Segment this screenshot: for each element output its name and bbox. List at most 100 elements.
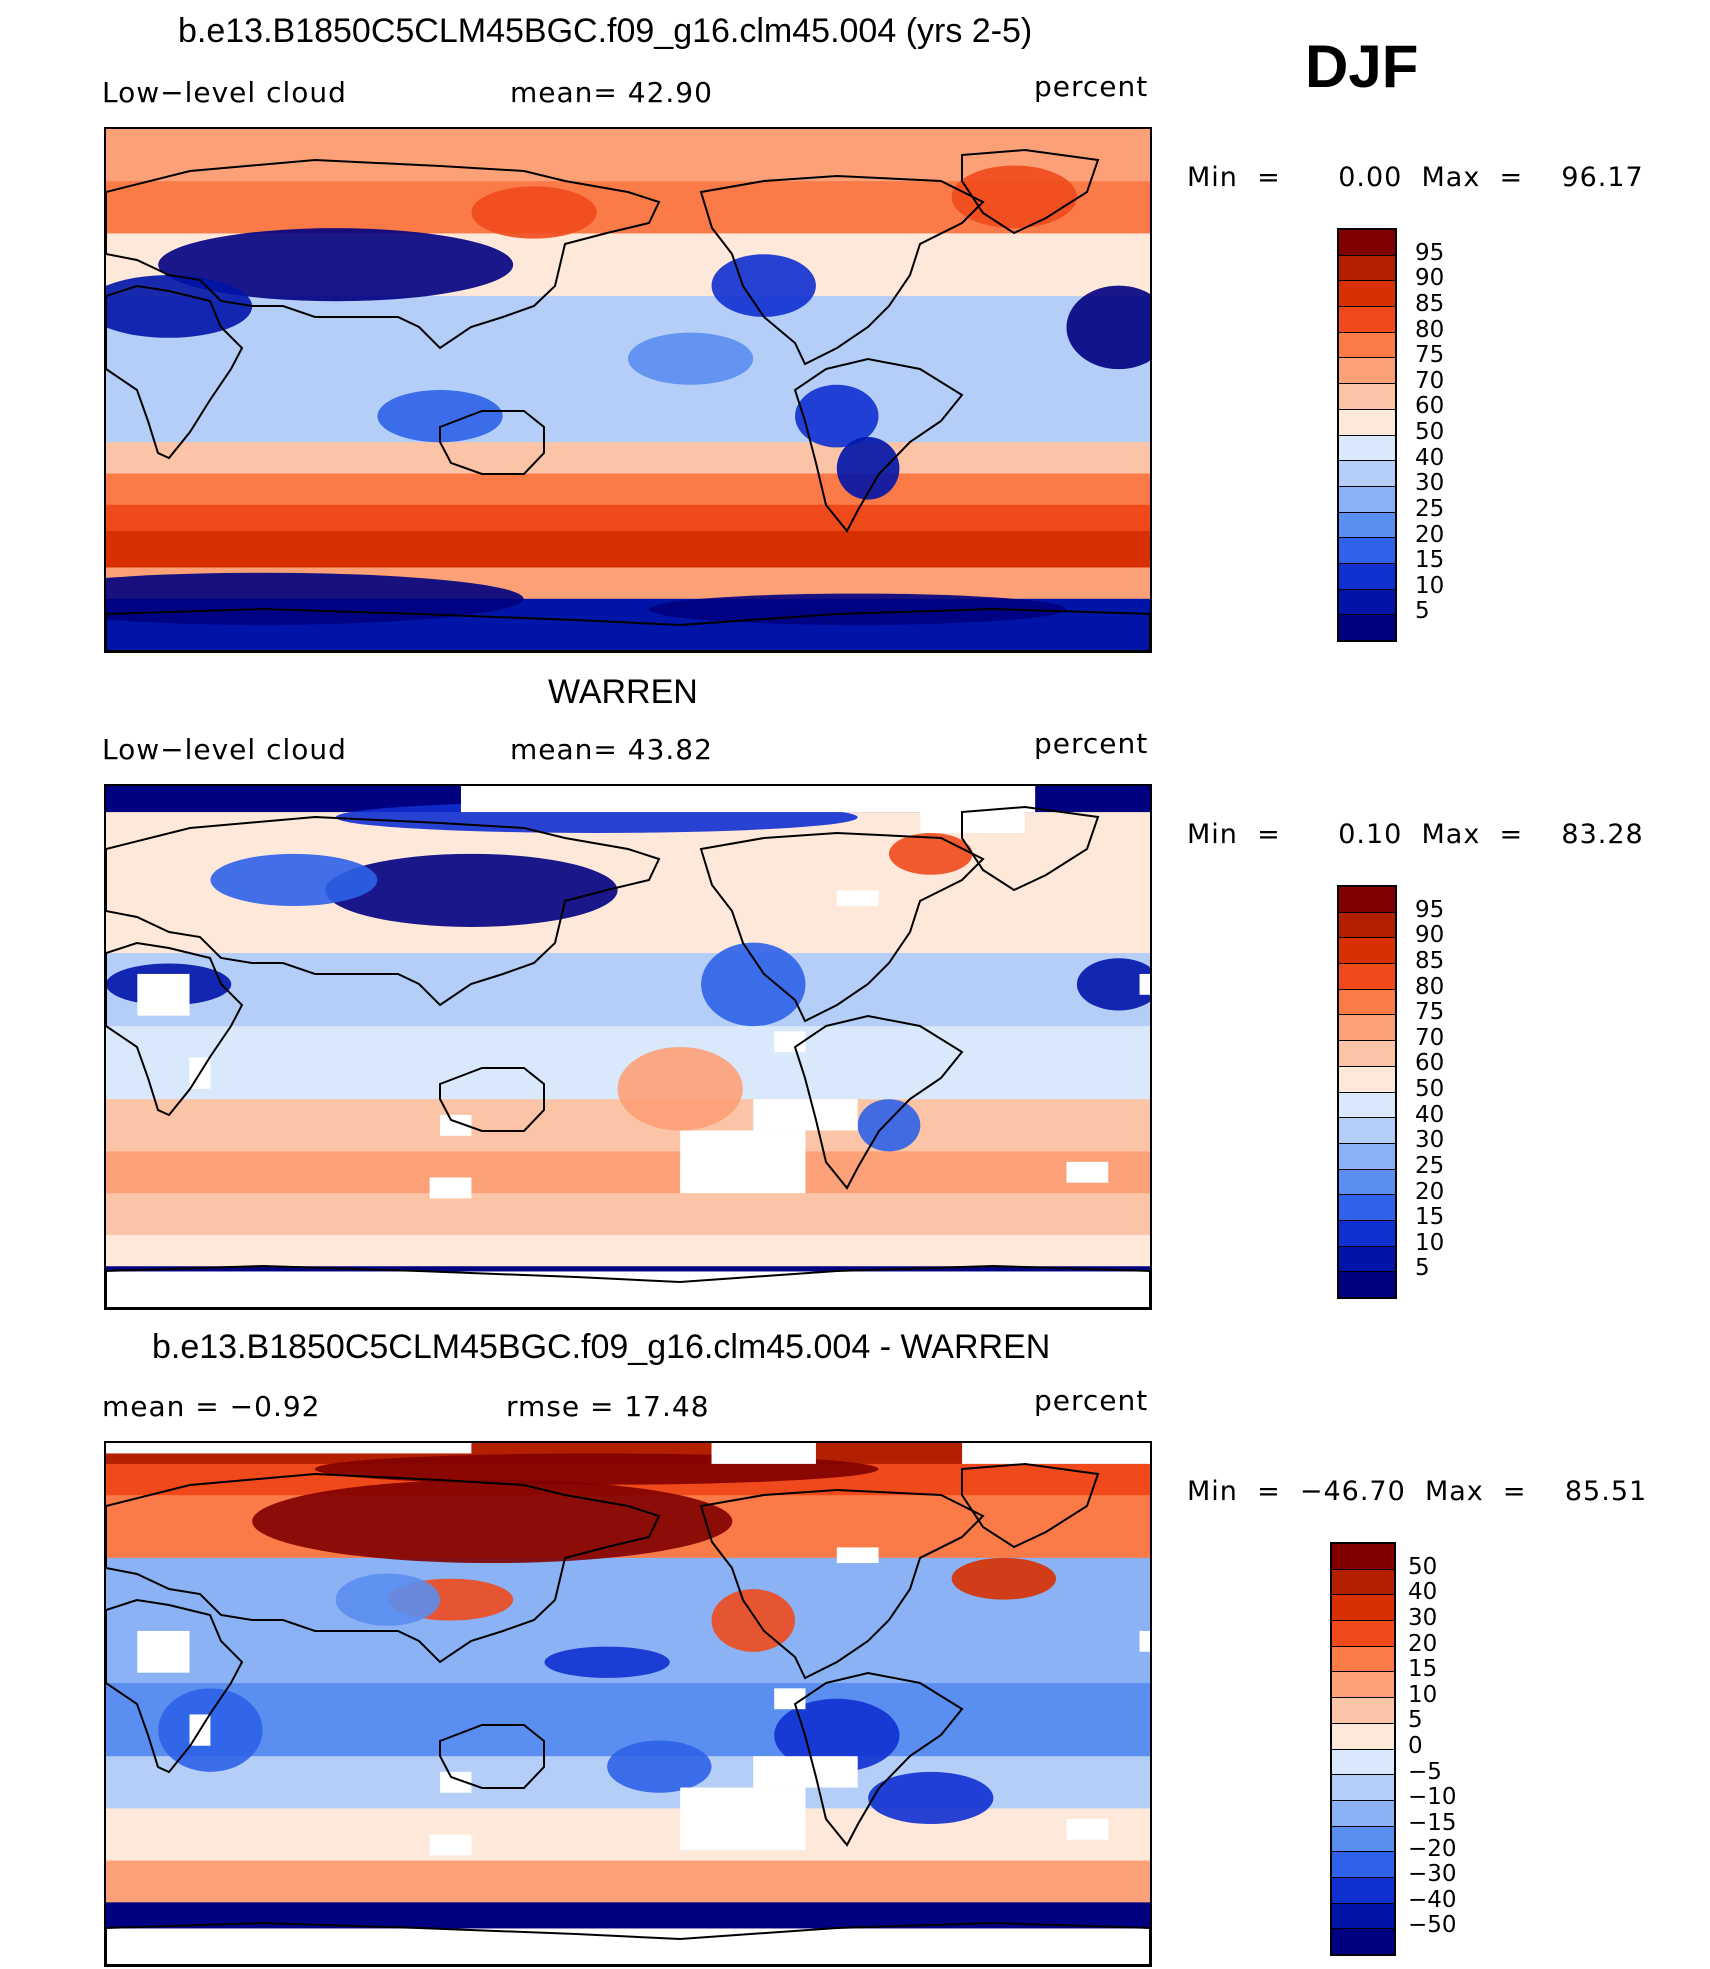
field-feature bbox=[252, 1479, 733, 1564]
coastline-africa bbox=[106, 941, 244, 1117]
panel-2-map bbox=[104, 784, 1152, 1310]
colorbar-segment bbox=[1339, 538, 1395, 564]
colorbar-tick-label: −20 bbox=[1408, 1835, 1457, 1862]
colorbar-tick-label: 70 bbox=[1415, 367, 1445, 394]
season-label: DJF bbox=[1305, 33, 1419, 100]
colorbar-segment bbox=[1339, 887, 1395, 913]
missing-data-patch bbox=[774, 1688, 806, 1710]
colorbar-tick-label: 70 bbox=[1415, 1024, 1445, 1051]
field-feature bbox=[158, 1688, 263, 1772]
panel-1-title: b.e13.B1850C5CLM45BGC.f09_g16.clm45.004 … bbox=[178, 12, 1033, 50]
missing-data-patch bbox=[106, 1928, 1150, 1965]
colorbar-segment bbox=[1339, 307, 1395, 333]
colorbar-segment bbox=[1339, 512, 1395, 539]
colorbar-tick-label: 85 bbox=[1415, 947, 1445, 974]
coastline-greenland bbox=[961, 805, 1100, 892]
colorbar-tick-label: 75 bbox=[1415, 999, 1445, 1026]
field-feature bbox=[617, 1047, 743, 1131]
coastline-australia bbox=[439, 1067, 545, 1132]
panel-2-mean-label: mean= 43.82 bbox=[510, 733, 713, 766]
colorbar-segment bbox=[1339, 1169, 1395, 1196]
colorbar-tick-label: 30 bbox=[1415, 470, 1445, 497]
colorbar-tick-label: 5 bbox=[1415, 598, 1430, 625]
field-feature bbox=[648, 593, 1067, 625]
colorbar-tick-label: 95 bbox=[1415, 239, 1445, 266]
field-band bbox=[106, 442, 1150, 475]
field-band bbox=[106, 504, 1150, 532]
panel-3-mean-label: mean = −0.92 bbox=[102, 1390, 321, 1423]
missing-data-patch bbox=[106, 1271, 1150, 1308]
colorbar-tick-label: 15 bbox=[1415, 1204, 1445, 1231]
colorbar-tick-label: −15 bbox=[1408, 1809, 1457, 1836]
colorbar-segment bbox=[1339, 384, 1395, 410]
missing-data-patch bbox=[1066, 1818, 1109, 1840]
field-feature bbox=[701, 942, 806, 1027]
colorbar-tick-label: 95 bbox=[1415, 896, 1445, 923]
colorbar-segment bbox=[1332, 1621, 1394, 1647]
colorbar-segment bbox=[1339, 332, 1395, 359]
panel-1-variable-label: Low−level cloud bbox=[102, 76, 347, 109]
missing-data-patch bbox=[680, 1818, 733, 1845]
coastline-eurasia bbox=[106, 815, 661, 1007]
field-feature bbox=[210, 853, 378, 907]
panel-2-variable-label: Low−level cloud bbox=[102, 733, 347, 766]
colorbar-segment bbox=[1339, 1015, 1395, 1042]
colorbar-tick-label: 15 bbox=[1408, 1656, 1438, 1683]
colorbar-tick-label: 0 bbox=[1408, 1733, 1423, 1759]
field-band bbox=[106, 1234, 1150, 1268]
map-canvas bbox=[106, 129, 1150, 651]
colorbar-tick-label: −30 bbox=[1408, 1861, 1457, 1888]
colorbar-segment bbox=[1339, 589, 1395, 616]
missing-data-patch bbox=[429, 1177, 472, 1199]
colorbar-segment bbox=[1339, 1272, 1395, 1297]
colorbar-tick-label: 10 bbox=[1408, 1681, 1438, 1708]
missing-data-patch bbox=[137, 973, 190, 1016]
colorbar-segment bbox=[1339, 563, 1395, 590]
missing-data-patch bbox=[440, 1771, 472, 1793]
colorbar-tick-label: −5 bbox=[1408, 1758, 1442, 1785]
colorbar-segment bbox=[1339, 1246, 1395, 1273]
field-feature bbox=[628, 332, 754, 385]
coastline-eurasia bbox=[106, 158, 661, 350]
colorbar-segment bbox=[1332, 1929, 1394, 1954]
field-band bbox=[106, 1193, 1150, 1236]
field-band bbox=[106, 1683, 1150, 1758]
colorbar-tick-label: 75 bbox=[1415, 342, 1445, 369]
missing-data-patch bbox=[137, 1630, 190, 1673]
panel-2-title: WARREN bbox=[548, 673, 698, 711]
colorbar-tick-label: 60 bbox=[1415, 1050, 1445, 1077]
colorbar-tick-label: 10 bbox=[1415, 1229, 1445, 1256]
missing-data-patch bbox=[429, 1834, 472, 1856]
colorbar-tick-label: 90 bbox=[1415, 265, 1445, 292]
map-canvas bbox=[106, 786, 1150, 1308]
colorbar-tick-label: 50 bbox=[1408, 1553, 1438, 1580]
colorbar-segment bbox=[1339, 1195, 1395, 1221]
missing-data-patch bbox=[1066, 1161, 1109, 1183]
colorbar-segment bbox=[1339, 615, 1395, 640]
colorbar-segment bbox=[1339, 255, 1395, 282]
colorbar-segment bbox=[1339, 281, 1395, 308]
panel-2-minmax: Min = 0.10 Max = 83.28 bbox=[1187, 819, 1644, 850]
field-feature bbox=[106, 572, 524, 625]
coastline-namerica bbox=[699, 174, 985, 366]
coastline-samerica bbox=[793, 1014, 964, 1190]
colorbar-segment bbox=[1339, 230, 1395, 256]
missing-data-patch bbox=[711, 1443, 816, 1464]
coastline-africa bbox=[106, 1598, 244, 1774]
panel-3-map bbox=[104, 1441, 1152, 1967]
panel-1-minmax: Min = 0.00 Max = 96.17 bbox=[1187, 162, 1644, 193]
missing-data-patch bbox=[680, 1161, 733, 1188]
coastline-australia bbox=[439, 1724, 545, 1789]
colorbar-tick-label: 40 bbox=[1408, 1579, 1438, 1606]
colorbar-tick-label: 5 bbox=[1408, 1707, 1423, 1734]
colorbar-tick-label: 25 bbox=[1415, 1152, 1445, 1179]
colorbar-tick-label: 20 bbox=[1415, 521, 1445, 548]
colorbar-segment bbox=[1339, 938, 1395, 965]
missing-data-patch bbox=[836, 1547, 879, 1564]
field-feature bbox=[471, 186, 597, 239]
missing-data-patch bbox=[774, 1031, 806, 1053]
field-band bbox=[106, 296, 1150, 371]
colorbar-segment bbox=[1339, 989, 1395, 1016]
panel-3-units-label: percent bbox=[1034, 1384, 1149, 1417]
colorbar-segment bbox=[1339, 912, 1395, 939]
